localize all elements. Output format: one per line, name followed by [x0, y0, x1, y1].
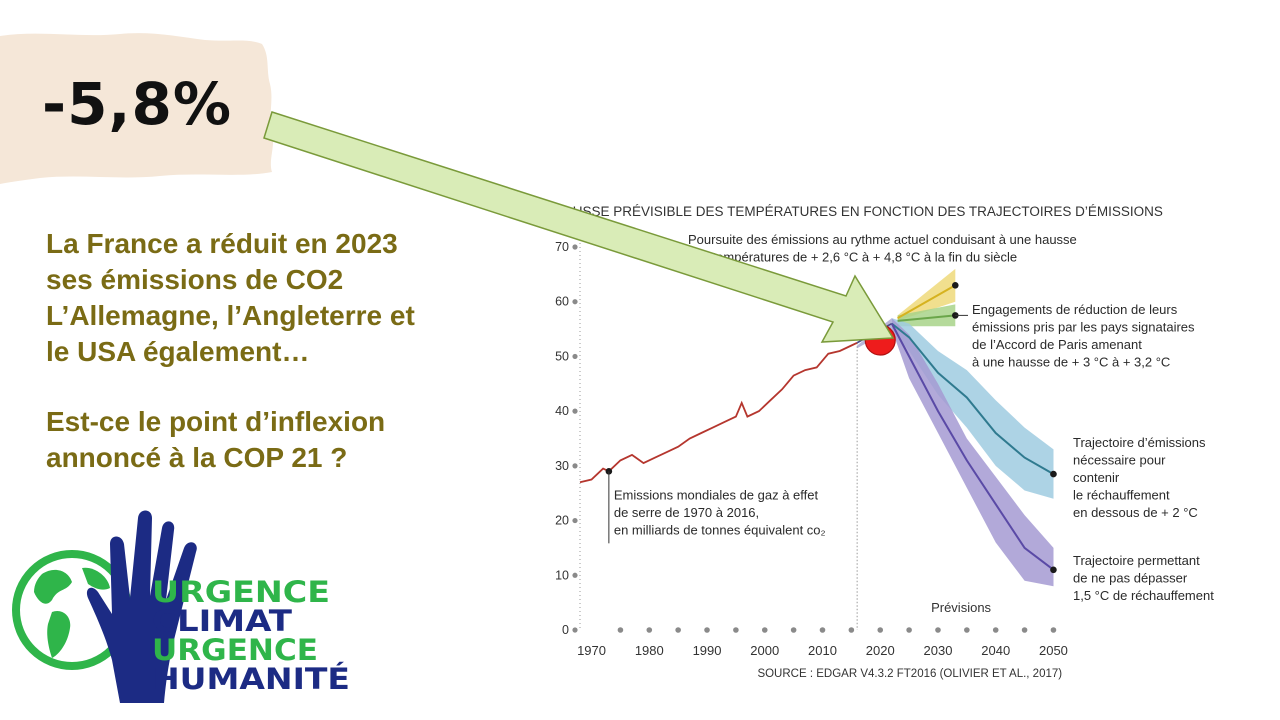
- x-tick-label: 2010: [808, 643, 837, 658]
- x-axis-dot: [704, 627, 710, 633]
- series-label-line: Trajectoire d’émissions: [1073, 435, 1206, 450]
- x-axis-dot: [675, 627, 681, 633]
- series-label-line: émissions pris par les pays signataires: [972, 320, 1195, 335]
- series-line: [897, 284, 956, 319]
- x-axis-dot: [848, 627, 855, 633]
- x-tick-label: 2000: [750, 643, 779, 658]
- x-axis-dot: [819, 627, 826, 633]
- series-label-line: Trajectoire permettant: [1073, 553, 1200, 568]
- series-label-line: en dessous de + 2 °C: [1073, 505, 1198, 520]
- emissions-chart: HAUSSE PRÉVISIBLE DES TEMPÉRATURES EN FO…: [554, 204, 1214, 680]
- headline-percentage: -5,8%: [42, 70, 232, 138]
- question-line: annoncé à la COP 21 ?: [46, 442, 348, 473]
- y-axis: 0 10 20 30 40 50 60 70: [555, 240, 581, 637]
- y-tick-dot: [572, 572, 578, 578]
- logo-line-urgence: URGENCE: [152, 575, 330, 609]
- series-label-line: 1,5 °C de réchauffement: [1073, 588, 1214, 603]
- series-endpoint-dot: [1050, 566, 1057, 574]
- inflection-highlight-marker: [864, 324, 896, 356]
- logo-line-climat: CLIMAT: [152, 604, 292, 638]
- x-axis-dot: [617, 627, 624, 633]
- y-tick-dot: [572, 463, 578, 469]
- series-line: [897, 314, 956, 322]
- series-band: [897, 268, 956, 321]
- series-band: [891, 318, 1054, 587]
- series-label-line: à une hausse de + 3 °C à + 3,2 °C: [972, 355, 1170, 370]
- series-label-line: nécessaire pour: [1073, 453, 1166, 468]
- x-tick-label: 1970: [577, 643, 606, 658]
- y-tick-label: 50: [555, 349, 569, 363]
- series-label-line: de ne pas dépasser: [1073, 571, 1188, 586]
- series-line: [890, 323, 1055, 571]
- forecast-bands: [857, 268, 1054, 587]
- historical-label-line: en milliards de tonnes équivalent co₂: [614, 522, 826, 537]
- series-endpoint-dot: [1050, 470, 1057, 478]
- statement-line: La France a réduit en 2023: [46, 228, 398, 259]
- x-axis-dot: [1050, 627, 1057, 633]
- x-axis-dot: [646, 627, 653, 633]
- y-tick-dot: [572, 408, 578, 414]
- x-tick-label: 2050: [1039, 643, 1068, 658]
- chart-title: HAUSSE PRÉVISIBLE DES TEMPÉRATURES EN FO…: [554, 204, 1163, 219]
- slide-statement: La France a réduit en 2023 ses émissions…: [46, 226, 496, 476]
- series-label-line: contenir: [1073, 470, 1120, 485]
- y-tick-dot: [572, 627, 578, 633]
- y-tick-label: 0: [562, 623, 569, 637]
- y-tick-dot: [572, 517, 578, 524]
- x-axis-dot: [935, 627, 941, 633]
- forecast-label: Prévisions: [931, 600, 991, 615]
- series-label-line: de l’Accord de Paris amenant: [972, 337, 1142, 352]
- raised-hand-icon: [86, 510, 197, 703]
- x-axis-dot: [1021, 627, 1028, 633]
- series-label-line: Engagements de réduction de leurs: [972, 302, 1178, 317]
- y-tick-dot: [572, 244, 578, 250]
- series-band: [897, 304, 956, 327]
- series-label-line: le réchauffement: [1073, 488, 1170, 503]
- x-tick-label: 2030: [924, 643, 953, 658]
- logo-line-humanite: HUMANITÉ: [152, 662, 350, 696]
- y-tick-label: 70: [555, 240, 569, 254]
- historical-label-line: de serre de 1970 à 2016,: [614, 505, 759, 520]
- urgence-climat-logo: URGENCE CLIMAT URGENCE HUMANITÉ: [12, 510, 350, 703]
- x-axis-dot: [877, 627, 884, 633]
- series-label-line: des températures de + 2,6 °C à + 4,8 °C …: [688, 250, 1017, 265]
- y-tick-label: 10: [555, 568, 569, 582]
- y-tick-dot: [572, 299, 578, 305]
- series-label-line: Poursuite des émissions au rythme actuel…: [688, 232, 1077, 247]
- x-axis-dot: [906, 627, 912, 633]
- x-tick-label: 1980: [635, 643, 664, 658]
- x-axis-dot: [761, 627, 768, 633]
- historical-emissions-line: [579, 341, 858, 484]
- x-axis-dot: [733, 627, 739, 633]
- statement-line: L’Allemagne, l’Angleterre et: [46, 300, 415, 331]
- series-line: [891, 322, 1054, 475]
- statement-line: ses émissions de CO2: [46, 264, 344, 295]
- y-tick-label: 30: [555, 459, 569, 473]
- x-axis-dot: [992, 627, 999, 633]
- y-tick-label: 60: [555, 295, 569, 309]
- series-lines: [579, 284, 1055, 571]
- x-tick-label: 1990: [693, 643, 722, 658]
- question-line: Est-ce le point d’inflexion: [46, 406, 386, 437]
- y-tick-dot: [572, 353, 578, 360]
- brush-stroke-background: [0, 33, 274, 184]
- historical-label-line: Emissions mondiales de gaz à effet: [614, 487, 819, 502]
- x-tick-label: 2040: [981, 643, 1010, 658]
- x-axis-dot: [790, 627, 797, 633]
- series-band: [891, 318, 1054, 499]
- statement-line: le USA également…: [46, 336, 310, 367]
- x-axis-dot: [964, 627, 970, 633]
- x-tick-label: 2020: [866, 643, 895, 658]
- y-tick-label: 40: [555, 404, 569, 418]
- y-tick-label: 20: [555, 514, 569, 528]
- chart-source: SOURCE : EDGAR V4.3.2 FT2016 (OLIVIER ET…: [757, 668, 1062, 680]
- logo-line-urgence-2: URGENCE: [152, 633, 318, 667]
- series-endpoint-dot: [951, 282, 959, 289]
- series-labels: Poursuite des émissions au rythme actuel…: [614, 232, 1214, 603]
- x-axis: 1970 1980 1990 2000 2010 2020 2030 2040 2050: [577, 342, 1068, 658]
